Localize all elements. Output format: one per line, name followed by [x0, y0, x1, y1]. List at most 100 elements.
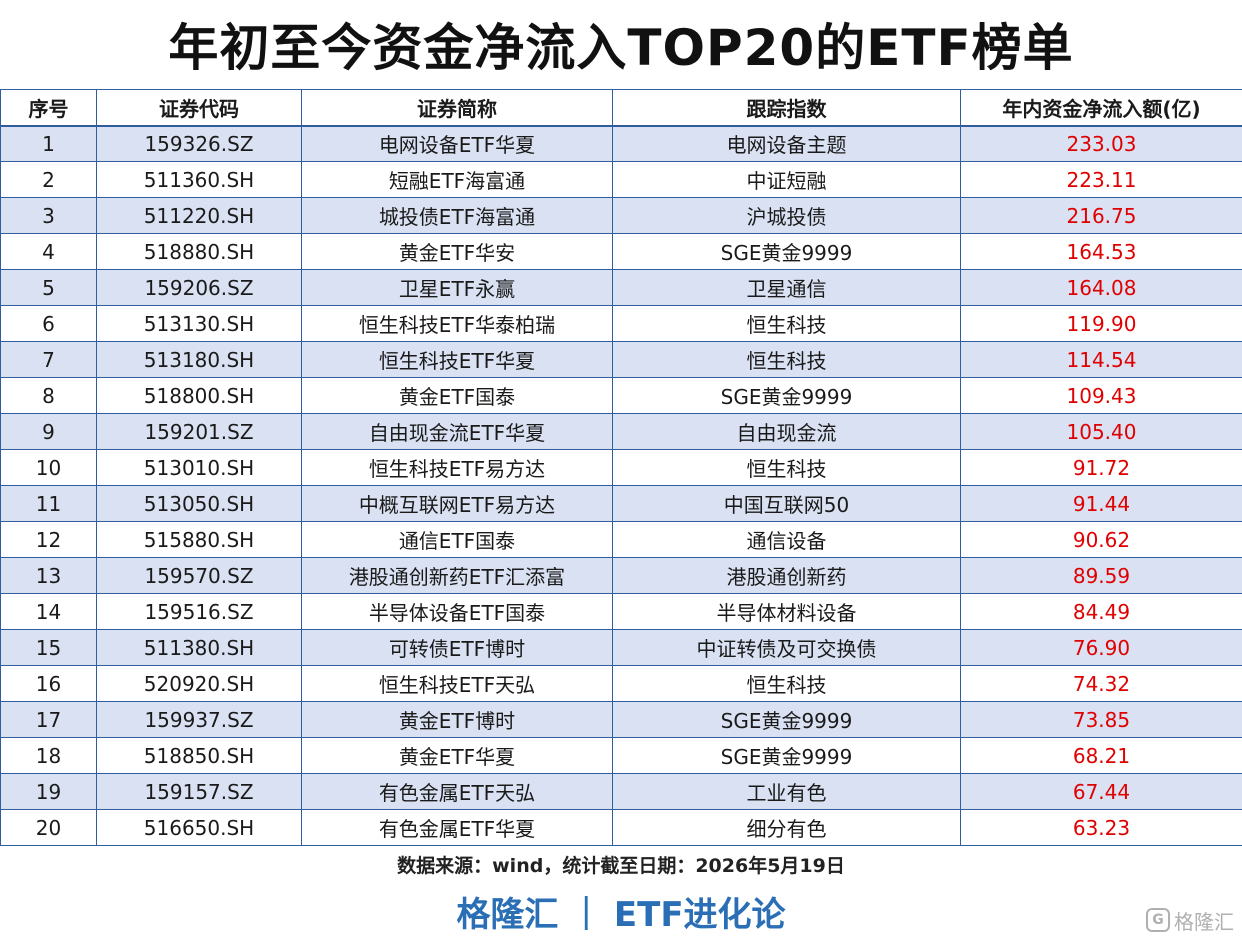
table-row: 10 513010.SH 恒生科技ETF易方达 恒生科技 91.72	[0, 449, 1242, 486]
cell-inflow: 233.03	[960, 125, 1242, 162]
watermark-text: 格隆汇	[1174, 909, 1234, 934]
cell-inflow: 84.49	[960, 593, 1242, 630]
table-row: 5 159206.SZ 卫星ETF永赢 卫星通信 164.08	[0, 269, 1242, 306]
brand-separator: |	[580, 891, 592, 931]
cell-inflow: 164.08	[960, 269, 1242, 306]
header-inflow: 年内资金净流入额(亿)	[960, 89, 1242, 127]
cell-index: 恒生科技	[612, 341, 961, 378]
cell-inflow: 68.21	[960, 737, 1242, 774]
table-row: 4 518880.SH 黄金ETF华安 SGE黄金9999 164.53	[0, 233, 1242, 270]
cell-rank: 20	[0, 809, 97, 846]
cell-index: 工业有色	[612, 773, 961, 810]
cell-name: 港股通创新药ETF汇添富	[301, 557, 613, 594]
cell-code: 159326.SZ	[96, 125, 302, 162]
cell-inflow: 105.40	[960, 413, 1242, 450]
table-row: 15 511380.SH 可转债ETF博时 中证转债及可交换债 76.90	[0, 629, 1242, 666]
cell-code: 513180.SH	[96, 341, 302, 378]
cell-index: 细分有色	[612, 809, 961, 846]
cell-name: 电网设备ETF华夏	[301, 125, 613, 162]
cell-code: 515880.SH	[96, 521, 302, 558]
cell-name: 恒生科技ETF华夏	[301, 341, 613, 378]
cell-name: 黄金ETF国泰	[301, 377, 613, 414]
table-body: 1 159326.SZ 电网设备ETF华夏 电网设备主题 233.03 2 511360.S…	[0, 125, 1242, 846]
cell-name: 城投债ETF海富通	[301, 197, 613, 234]
table-row: 2 511360.SH 短融ETF海富通 中证短融 223.11	[0, 161, 1242, 198]
table-row: 16 520920.SH 恒生科技ETF天弘 恒生科技 74.32	[0, 665, 1242, 702]
cell-name: 卫星ETF永赢	[301, 269, 613, 306]
cell-rank: 19	[0, 773, 97, 810]
table-row: 12 515880.SH 通信ETF国泰 通信设备 90.62	[0, 521, 1242, 558]
cell-code: 513010.SH	[96, 449, 302, 486]
cell-index: 恒生科技	[612, 665, 961, 702]
cell-index: 恒生科技	[612, 305, 961, 342]
cell-inflow: 91.44	[960, 485, 1242, 522]
table-row: 1 159326.SZ 电网设备ETF华夏 电网设备主题 233.03	[0, 125, 1242, 162]
watermark: G 格隆汇	[1146, 905, 1234, 935]
cell-rank: 9	[0, 413, 97, 450]
cell-rank: 6	[0, 305, 97, 342]
cell-index: 恒生科技	[612, 449, 961, 486]
header-index: 跟踪指数	[612, 89, 961, 127]
cell-code: 513130.SH	[96, 305, 302, 342]
brand-column-name: ETF进化论	[613, 894, 786, 935]
cell-rank: 15	[0, 629, 97, 666]
cell-index: 通信设备	[612, 521, 961, 558]
cell-rank: 17	[0, 701, 97, 738]
gelonghui-logo-icon: G	[1146, 908, 1170, 932]
source-note: 数据来源：wind，统计截至日期：2026年5月19日	[397, 854, 845, 877]
table-row: 9 159201.SZ 自由现金流ETF华夏 自由现金流 105.40	[0, 413, 1242, 450]
cell-index: 中证短融	[612, 161, 961, 198]
table-row: 7 513180.SH 恒生科技ETF华夏 恒生科技 114.54	[0, 341, 1242, 378]
cell-code: 159516.SZ	[96, 593, 302, 630]
cell-rank: 13	[0, 557, 97, 594]
table-row: 6 513130.SH 恒生科技ETF华泰柏瑞 恒生科技 119.90	[0, 305, 1242, 342]
cell-inflow: 90.62	[960, 521, 1242, 558]
cell-name: 可转债ETF博时	[301, 629, 613, 666]
cell-code: 511220.SH	[96, 197, 302, 234]
cell-index: 沪城投债	[612, 197, 961, 234]
cell-index: 卫星通信	[612, 269, 961, 306]
cell-code: 520920.SH	[96, 665, 302, 702]
table-row: 3 511220.SH 城投债ETF海富通 沪城投债 216.75	[0, 197, 1242, 234]
table-row: 11 513050.SH 中概互联网ETF易方达 中国互联网50 91.44	[0, 485, 1242, 522]
header-rank: 序号	[0, 89, 97, 127]
cell-rank: 10	[0, 449, 97, 486]
cell-rank: 8	[0, 377, 97, 414]
cell-index: 半导体材料设备	[612, 593, 961, 630]
cell-code: 159157.SZ	[96, 773, 302, 810]
cell-inflow: 89.59	[960, 557, 1242, 594]
cell-inflow: 91.72	[960, 449, 1242, 486]
cell-name: 恒生科技ETF华泰柏瑞	[301, 305, 613, 342]
cell-name: 通信ETF国泰	[301, 521, 613, 558]
cell-code: 159206.SZ	[96, 269, 302, 306]
cell-name: 恒生科技ETF天弘	[301, 665, 613, 702]
cell-code: 159570.SZ	[96, 557, 302, 594]
cell-code: 518850.SH	[96, 737, 302, 774]
cell-name: 黄金ETF博时	[301, 701, 613, 738]
cell-index: SGE黄金9999	[612, 701, 961, 738]
cell-rank: 16	[0, 665, 97, 702]
cell-inflow: 119.90	[960, 305, 1242, 342]
cell-rank: 14	[0, 593, 97, 630]
header-name: 证券简称	[301, 89, 613, 127]
cell-inflow: 63.23	[960, 809, 1242, 846]
cell-name: 恒生科技ETF易方达	[301, 449, 613, 486]
table-row: 17 159937.SZ 黄金ETF博时 SGE黄金9999 73.85	[0, 701, 1242, 738]
cell-rank: 1	[0, 125, 97, 162]
cell-name: 半导体设备ETF国泰	[301, 593, 613, 630]
cell-rank: 5	[0, 269, 97, 306]
cell-inflow: 223.11	[960, 161, 1242, 198]
cell-name: 有色金属ETF华夏	[301, 809, 613, 846]
table-row: 18 518850.SH 黄金ETF华夏 SGE黄金9999 68.21	[0, 737, 1242, 774]
cell-name: 黄金ETF华夏	[301, 737, 613, 774]
cell-index: SGE黄金9999	[612, 737, 961, 774]
cell-index: SGE黄金9999	[612, 377, 961, 414]
cell-code: 518880.SH	[96, 233, 302, 270]
table-row: 20 516650.SH 有色金属ETF华夏 细分有色 63.23	[0, 809, 1242, 846]
cell-rank: 7	[0, 341, 97, 378]
cell-inflow: 216.75	[960, 197, 1242, 234]
cell-name: 自由现金流ETF华夏	[301, 413, 613, 450]
etf-ranking-table: 序号 证券代码 证券简称 跟踪指数 年内资金净流入额(亿) 1 159326.SZ…	[0, 89, 1242, 846]
cell-code: 159937.SZ	[96, 701, 302, 738]
header-code: 证券代码	[96, 89, 302, 127]
